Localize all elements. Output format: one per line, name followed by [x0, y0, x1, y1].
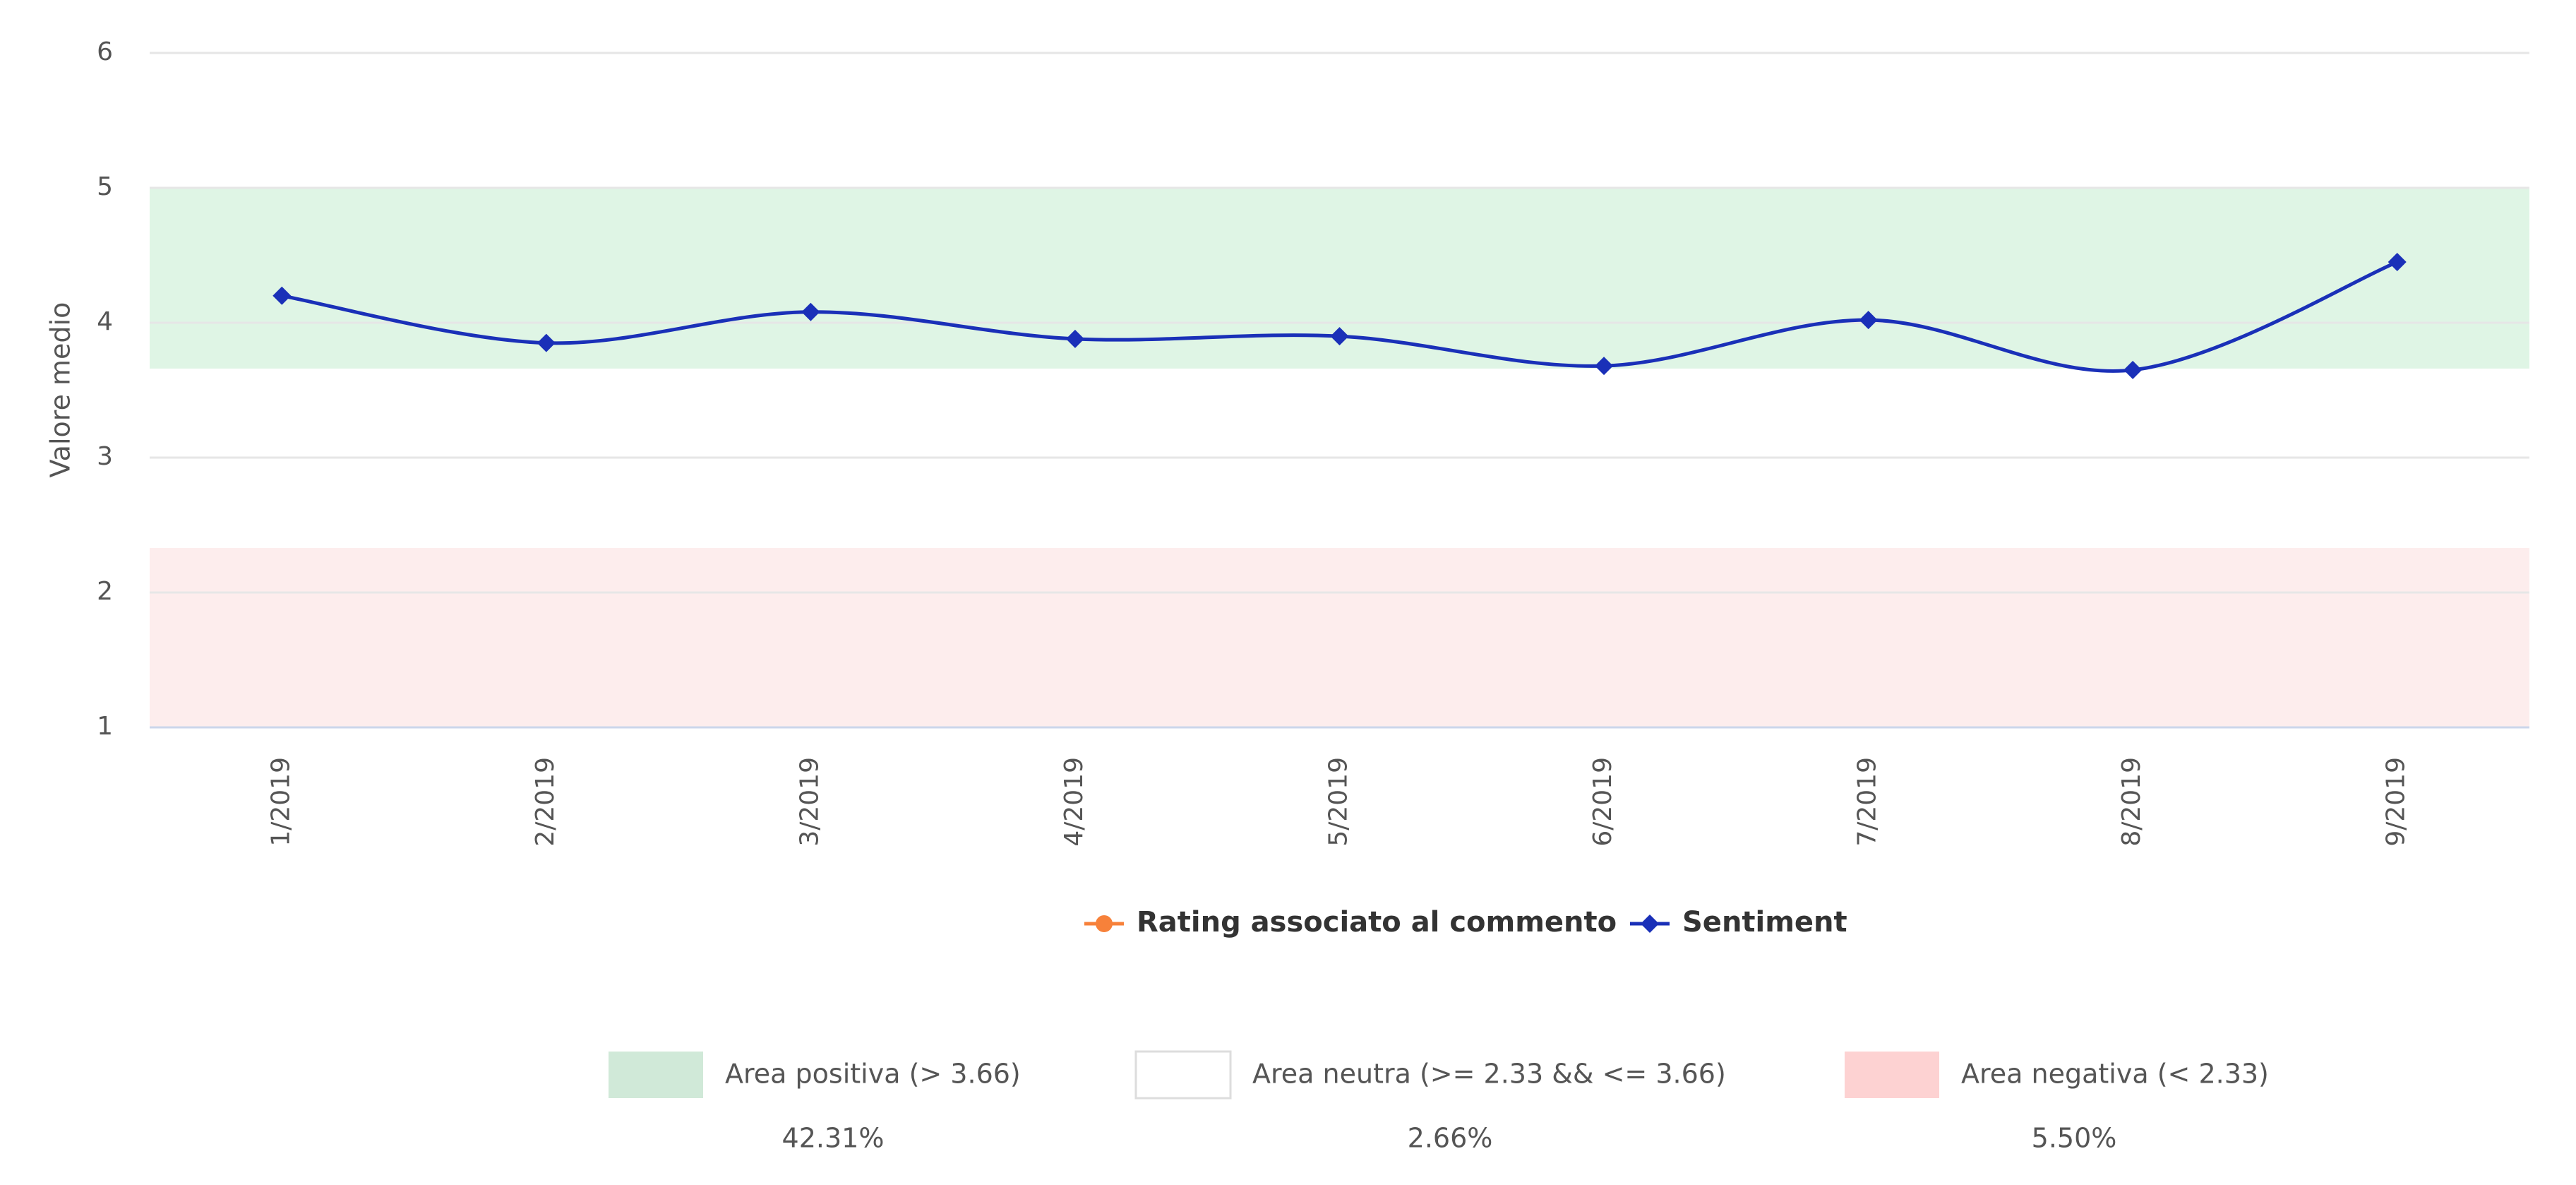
x-tick-label: 1/2019	[266, 757, 295, 847]
legend-marker	[1641, 915, 1659, 933]
legend-label: Sentiment	[1682, 906, 1847, 939]
y-tick-label: 5	[97, 172, 113, 201]
point	[1330, 327, 1349, 346]
y-tick-label: 3	[97, 442, 113, 471]
point	[2388, 253, 2407, 272]
x-tick-label: 5/2019	[1324, 757, 1353, 847]
band-legend-swatch	[1134, 1050, 1232, 1100]
legend-label: Rating associato al commento	[1137, 906, 1617, 939]
band-percentage: 42.31%	[782, 1123, 885, 1154]
x-tick-label: 7/2019	[1853, 757, 1882, 847]
x-tick-label: 2/2019	[531, 757, 560, 847]
x-tick-label: 4/2019	[1060, 757, 1089, 847]
band-legend-label: Area negativa (< 2.33)	[1961, 1059, 2269, 1090]
point	[1595, 357, 1614, 376]
y-axis-label: Valore medio	[45, 302, 76, 478]
plot-band	[150, 547, 2529, 727]
band-legend-label: Area positiva (> 3.66)	[725, 1059, 1021, 1090]
y-tick-label: 2	[97, 577, 113, 606]
y-tick-label: 6	[97, 37, 113, 66]
band-legend-label: Area neutra (>= 2.33 && <= 3.66)	[1252, 1059, 1726, 1090]
band-legend-swatch	[609, 1052, 703, 1098]
x-tick-label: 3/2019	[795, 757, 824, 847]
point	[1065, 329, 1084, 348]
point	[2123, 360, 2143, 379]
band-legend-swatch	[1845, 1052, 1939, 1098]
point	[537, 333, 556, 352]
x-tick-label: 9/2019	[2382, 757, 2411, 847]
legend-marker	[1096, 915, 1113, 932]
band-percentage: 2.66%	[1408, 1123, 1493, 1154]
point	[801, 302, 820, 321]
x-tick-label: 8/2019	[2117, 757, 2146, 847]
band-percentage: 5.50%	[2032, 1123, 2117, 1154]
y-tick-label: 1	[97, 712, 113, 741]
x-tick-label: 6/2019	[1588, 757, 1617, 847]
point	[272, 286, 292, 305]
point	[1859, 311, 1878, 330]
y-tick-label: 4	[97, 307, 113, 336]
